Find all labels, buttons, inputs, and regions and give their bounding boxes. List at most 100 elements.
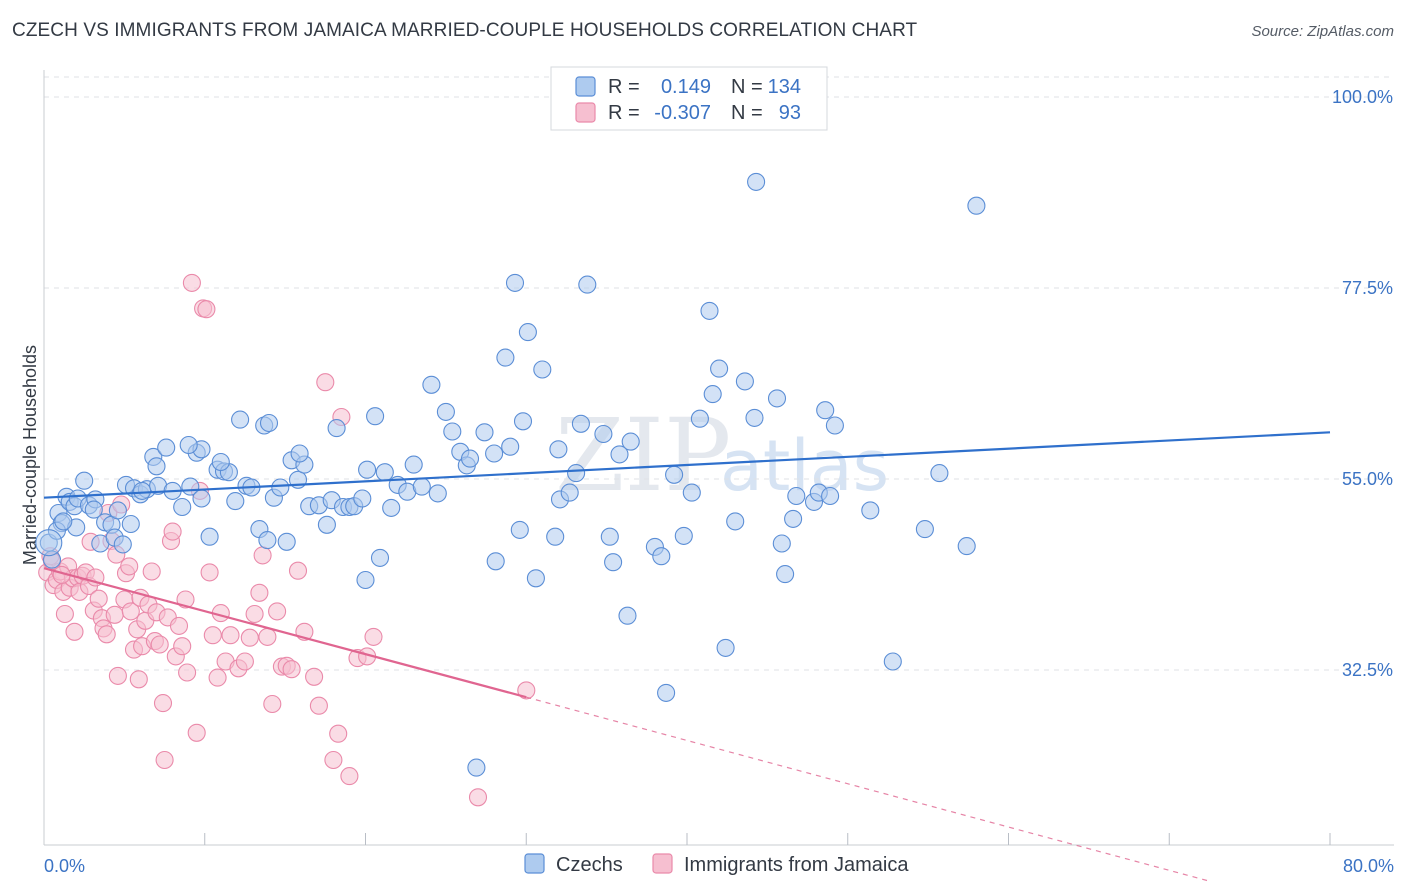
czech-point-121 (930, 464, 949, 483)
czech-point-109 (772, 534, 791, 553)
czech-point-71 (475, 423, 494, 442)
czech-point-101 (703, 385, 722, 404)
czech-point-55 (358, 460, 377, 479)
czech-point-90 (610, 445, 629, 464)
jamaica-point-89 (468, 788, 488, 807)
jamaica-point-35 (129, 670, 148, 689)
czech-point-111 (784, 509, 803, 528)
czech-point-135 (113, 535, 132, 554)
czech-point-80 (533, 360, 552, 379)
jamaica-point-69 (250, 583, 269, 602)
czech-point-128 (290, 444, 309, 463)
czech-point-108 (767, 389, 787, 408)
czech-point-132 (133, 481, 152, 500)
czech-point-137 (84, 500, 103, 519)
czech-point-126 (485, 444, 504, 463)
jamaica-point-88 (364, 627, 383, 646)
correlation-legend: R = 0.149 N = 134 R = -0.307 N = 93 (550, 66, 828, 131)
jamaica-point-85 (340, 767, 359, 786)
jamaica-point-25 (105, 605, 124, 624)
czech-point-124 (467, 758, 486, 777)
jamaica-point-71 (258, 627, 277, 646)
y-tick-label-0: 100.0% (1332, 87, 1393, 107)
czech-point-91 (618, 606, 637, 625)
czech-point-large (35, 529, 63, 557)
czech-point-116 (821, 486, 840, 506)
czech-point-79 (526, 569, 545, 588)
czech-point-133 (258, 531, 277, 550)
czech-point-57 (370, 548, 390, 567)
legend-n-label-1: N = (731, 76, 763, 98)
czech-point-48 (317, 515, 336, 534)
source-label: Source: ZipAtlas.com (1251, 23, 1394, 40)
czech-point-73 (496, 348, 515, 367)
jamaica-point-50 (169, 616, 189, 635)
jamaica-point-64 (221, 626, 240, 645)
jamaica-point-90 (517, 681, 536, 700)
jamaica-point-61 (208, 668, 227, 687)
jamaica-point-44 (153, 694, 173, 713)
czech-point-23 (157, 438, 176, 457)
jamaica-point-59 (200, 563, 219, 582)
czech-point-56 (366, 407, 385, 426)
chart-title: CZECH VS IMMIGRANTS FROM JAMAICA MARRIED… (12, 20, 918, 41)
czech-point-76 (510, 520, 529, 539)
czech-point-84 (567, 464, 586, 483)
czech-point-8 (75, 471, 94, 490)
czech-point-39 (259, 413, 279, 433)
czech-point-103 (716, 638, 735, 657)
jamaica-point-31 (120, 557, 139, 576)
czech-trend-line (43, 431, 1331, 499)
jamaica-trend-extension (526, 696, 1210, 882)
czech-point-75 (505, 273, 525, 292)
legend-n-value-2: 93 (779, 102, 801, 124)
czech-point-123 (967, 196, 986, 215)
czech-point-63 (412, 477, 431, 496)
legend-r-label-1: R = (608, 76, 640, 98)
jamaica-point-6 (55, 604, 74, 624)
jamaica-point-40 (142, 562, 161, 581)
jamaica-point-72 (263, 694, 282, 714)
jamaica-point-53 (178, 663, 197, 682)
czech-point-112 (787, 486, 806, 506)
czech-point-98 (682, 483, 701, 502)
czech-point-117 (825, 416, 844, 435)
jamaica-point-82 (324, 750, 343, 770)
czech-point-74 (501, 437, 520, 456)
jamaica-point-79 (305, 667, 324, 686)
jamaica-point-48 (163, 522, 182, 541)
y-tick-label-1: 77.5% (1342, 278, 1393, 298)
legend-r-value-2: -0.307 (654, 102, 711, 124)
y-axis-label: Married-couple Households (20, 345, 40, 565)
jamaica-trend-line (43, 567, 527, 699)
czech-point-62 (404, 455, 423, 474)
czech-point-127 (549, 440, 568, 459)
czech-point-96 (665, 465, 684, 484)
czech-point-17 (121, 514, 140, 534)
x-axis-ticks (204, 833, 1331, 845)
czech-point-72 (486, 552, 505, 571)
czech-point-59 (382, 498, 401, 517)
jamaica-point-43 (150, 635, 169, 654)
jamaica-point-68 (245, 604, 264, 624)
jamaica-point-10 (65, 622, 84, 641)
czech-point-15 (108, 501, 127, 520)
czech-point-120 (915, 520, 934, 539)
jamaica-point-60 (203, 626, 222, 645)
czech-point-110 (776, 565, 795, 584)
jamaica-point-67 (240, 628, 259, 647)
jamaica-point-66 (235, 652, 254, 671)
czech-point-115 (816, 401, 835, 420)
czech-point-58 (375, 463, 394, 482)
czech-point-86 (578, 275, 597, 294)
legend-n-value-1: 134 (768, 76, 801, 98)
y-tick-label-3: 32.5% (1342, 660, 1393, 680)
czech-point-100 (700, 301, 719, 320)
czech-point-107 (747, 172, 766, 191)
czech-point-92 (621, 432, 640, 451)
czech-point-85 (571, 414, 590, 433)
czech-point-66 (436, 402, 455, 421)
legend-box (550, 66, 828, 131)
jamaica-point-55 (187, 723, 206, 742)
